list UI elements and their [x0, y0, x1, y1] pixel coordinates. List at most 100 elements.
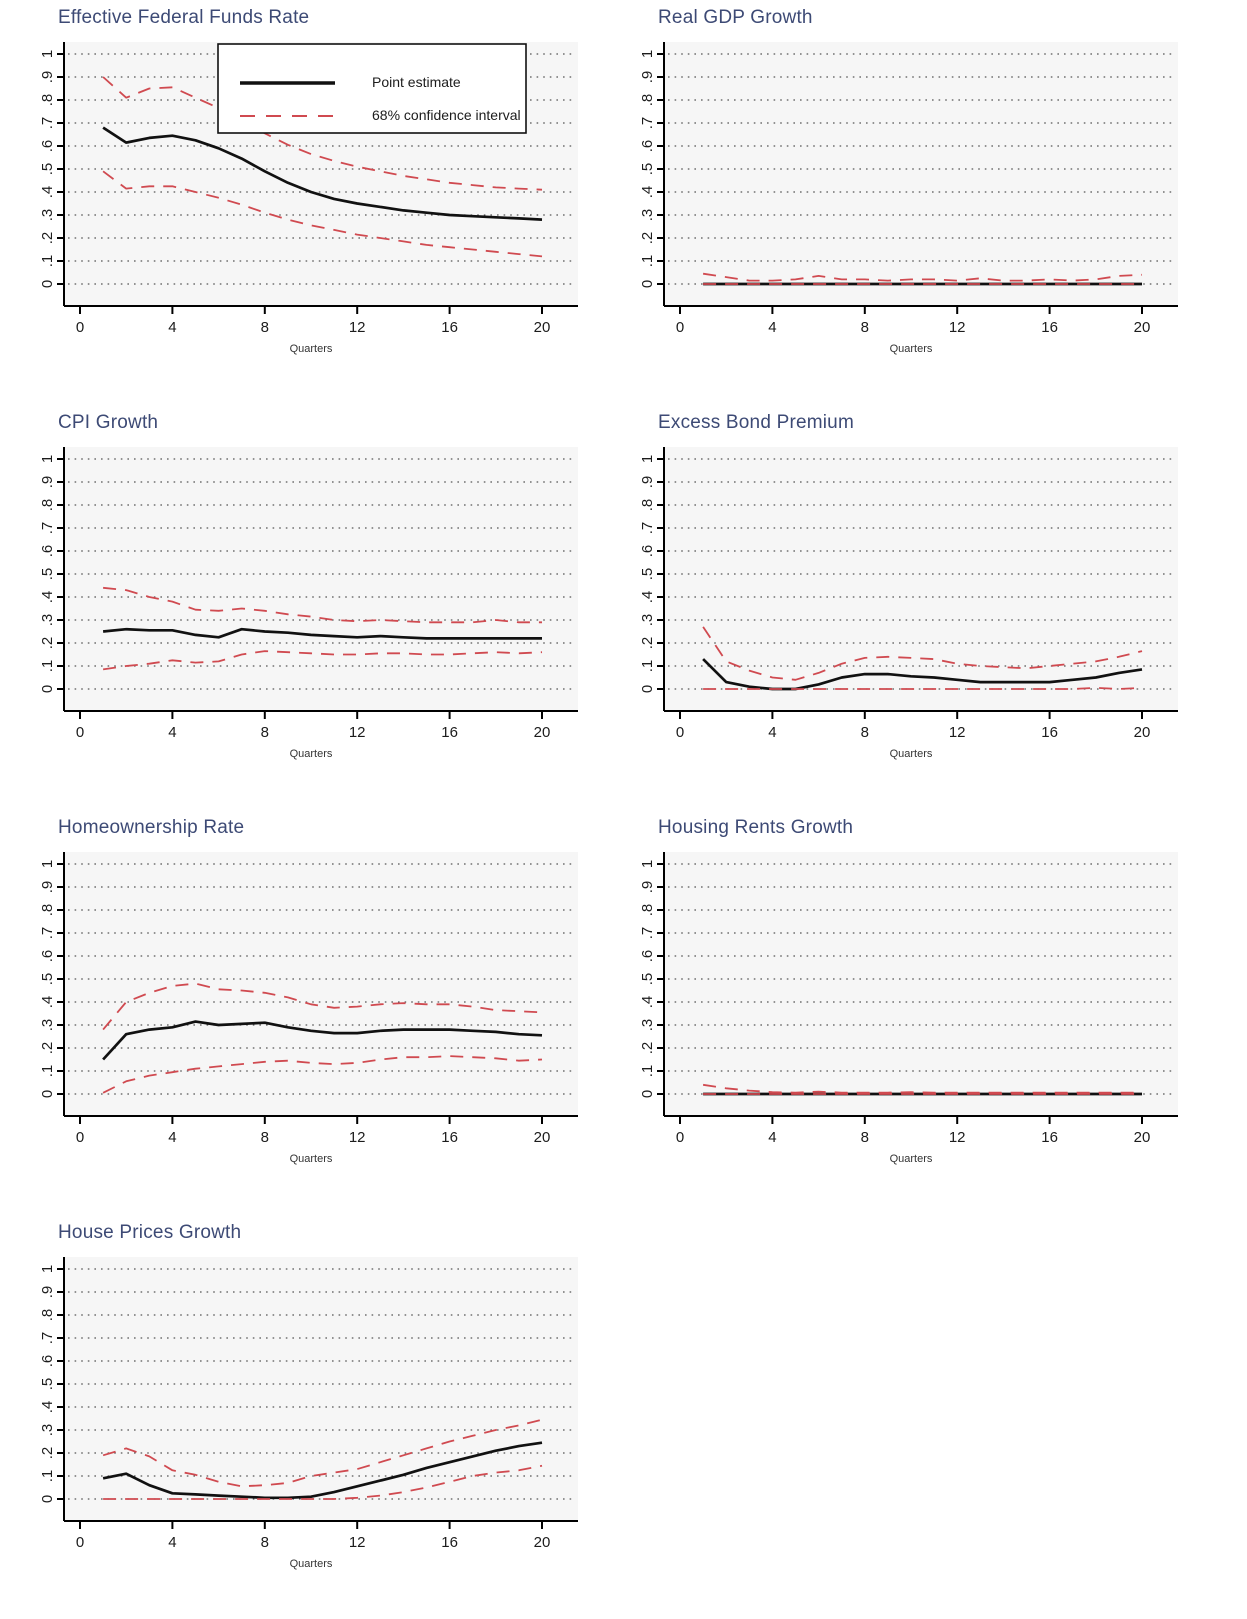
y-tick-label: .1 [39, 1470, 56, 1483]
chart-cell: House Prices Growth 0.1.2.3.4.5.6.7.8.9 1 0… [34, 1221, 634, 1573]
x-axis-title: Quarters [890, 748, 933, 760]
y-tick-label: .1 [639, 255, 656, 268]
chart-canvas: 0 .1 .2 .3 .4 .5 .6 .7 .8 .9 1 0 4 8 12 16 20 Quarters [39, 852, 578, 1165]
y-tick-label: .5 [639, 163, 656, 176]
x-tick-label: 8 [261, 319, 269, 336]
y-tick-label: .9 [639, 476, 656, 489]
x-axis-title: Quarters [290, 748, 333, 760]
y-tick-label: .6 [39, 545, 56, 558]
y-tick-label: .8 [39, 499, 56, 512]
y-tick-label: 1 [39, 455, 56, 463]
chart-canvas: 0 .1 .2 .3 .4 .5 .6 .7 .8 .9 1 0 4 8 12 16 20 Quarters [639, 852, 1178, 1165]
x-tick-label: 8 [861, 319, 869, 336]
y-tick-label: 0 [39, 1090, 56, 1098]
y-tick-label: .3 [639, 614, 656, 627]
y-tick-label: .9 [639, 71, 656, 84]
ci-upper-line [102, 1418, 543, 1488]
x-tick-label: 20 [1134, 724, 1151, 741]
y-tick-label: .2 [39, 232, 56, 245]
x-tick-label: 4 [168, 319, 176, 336]
chart-title: Excess Bond Premium [658, 412, 854, 433]
y-tick-label: .1 [39, 1065, 56, 1078]
x-tick-label: 16 [1041, 724, 1058, 741]
y-tick-label: 1 [39, 1265, 56, 1273]
y-tick-label: 0 [39, 685, 56, 693]
chart-canvas: 0 .1 .2 .3 .4 .5 .6 .7 .8 .9 1 0 4 8 12 16 20 Quarters [639, 42, 1178, 355]
x-axis-title: Quarters [290, 343, 333, 355]
y-tick-label: 0 [639, 280, 656, 288]
chart-cell: Effective Federal Funds Rate 0 .1 .2 .3 .4 .5.… [34, 6, 634, 358]
chart-title: Effective Federal Funds Rate [58, 7, 310, 28]
y-tick-label: .2 [39, 1042, 56, 1055]
y-tick-label: .7 [639, 117, 656, 130]
y-tick-label: .6 [639, 140, 656, 153]
y-tick-label: .3 [39, 1019, 56, 1032]
x-tick-label: 12 [349, 319, 366, 336]
y-tick-label: .2 [639, 232, 656, 245]
y-tick-label: .1 [639, 660, 656, 673]
ci-lower-line [103, 1464, 543, 1500]
y-tick-label: .4 [639, 591, 656, 604]
y-tick-label: .1 [639, 1065, 656, 1078]
y-tick-label: .8 [39, 94, 56, 107]
y-tick-label: .4 [639, 186, 656, 199]
ci-upper-line [103, 586, 542, 624]
chart-title: Housing Rents Growth [658, 817, 854, 838]
x-tick-label: 4 [168, 1534, 176, 1551]
x-tick-label: 20 [534, 319, 551, 336]
x-tick-label: 20 [534, 1534, 551, 1551]
y-tick-label: .9 [39, 476, 56, 489]
y-tick-label: 0 [639, 685, 656, 693]
chart-cell: CPI Growth 0 .1 .2 .3 .4 .5 .6 .7 .8 .9 1 0 4 8 12 16 20 Q… [34, 411, 634, 763]
chart-title: CPI Growth [58, 412, 159, 433]
y-tick-label: .7 [39, 117, 56, 130]
chart-title: Homeownership Rate [58, 817, 245, 838]
ci-upper-line [102, 982, 543, 1031]
legend: Point estimate 68% confidence interval [217, 43, 527, 134]
x-tick-label: 0 [76, 724, 84, 741]
point-estimate-line [102, 1020, 543, 1061]
y-tick-label: .4 [639, 996, 656, 1009]
x-tick-label: 12 [349, 724, 366, 741]
y-tick-label: .5 [39, 973, 56, 986]
y-tick-label: .8 [639, 499, 656, 512]
y-tick-label: .8 [39, 1309, 56, 1322]
x-tick-label: 4 [768, 319, 776, 336]
x-tick-label: 20 [1134, 319, 1151, 336]
y-tick-label: .6 [39, 140, 56, 153]
x-tick-label: 0 [676, 724, 684, 741]
y-tick-label: .8 [639, 904, 656, 917]
ci-lower-line [102, 170, 543, 258]
y-tick-label: .3 [639, 209, 656, 222]
x-tick-label: 0 [676, 319, 684, 336]
chart-title: Real GDP Growth [658, 7, 813, 28]
chart-canvas: 0 .1 .2 .3 .4 .5 .6 .7 .8 .9 1 0 4 8 12 16 20 Quarters [39, 447, 578, 760]
y-tick-label: .3 [39, 209, 56, 222]
y-tick-label: .4 [39, 591, 56, 604]
x-tick-label: 16 [441, 724, 458, 741]
y-tick-label: 1 [39, 860, 56, 868]
ci-upper-line [702, 272, 1143, 282]
y-tick-label: 0 [639, 1090, 656, 1098]
y-tick-label: 0 [39, 1495, 56, 1503]
x-tick-label: 16 [441, 1534, 458, 1551]
plot-area [64, 1257, 578, 1521]
y-tick-label: .4 [39, 1401, 56, 1414]
y-tick-label: .3 [639, 1019, 656, 1032]
y-tick-label: .5 [639, 973, 656, 986]
y-tick-label: .2 [39, 637, 56, 650]
point-estimate-line [102, 627, 542, 640]
x-axis-title: Quarters [290, 1153, 333, 1165]
y-tick-label: .1 [39, 255, 56, 268]
x-tick-label: 0 [76, 1129, 84, 1146]
x-tick-label: 12 [349, 1129, 366, 1146]
x-tick-label: 20 [534, 724, 551, 741]
plot-area [64, 852, 578, 1116]
x-axis-title: Quarters [890, 1153, 933, 1165]
legend-box [217, 43, 527, 134]
ci-lower-line [102, 1055, 543, 1094]
x-tick-label: 8 [861, 724, 869, 741]
x-tick-label: 0 [676, 1129, 684, 1146]
y-tick-label: .5 [39, 568, 56, 581]
x-tick-label: 0 [76, 319, 84, 336]
